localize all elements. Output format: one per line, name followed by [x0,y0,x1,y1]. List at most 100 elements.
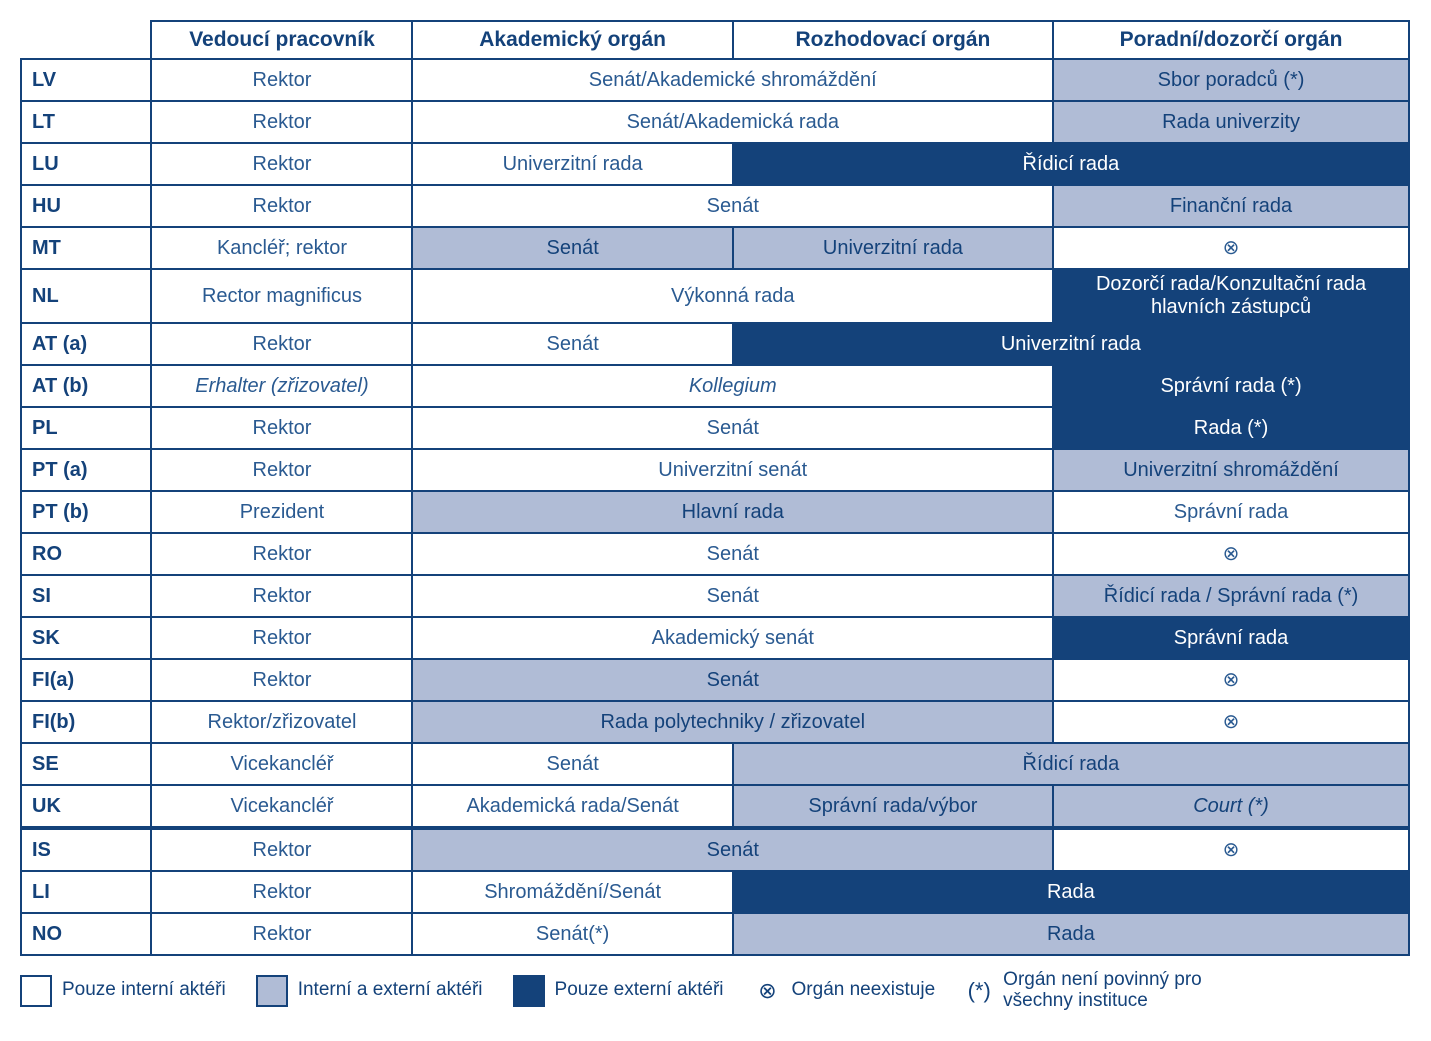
cell: Dozorčí rada/Konzultační rada hlavních z… [1053,269,1409,323]
cell: Výkonná rada [412,269,1053,323]
cell: Rada (*) [1053,407,1409,449]
cell: ⊗ [1053,533,1409,575]
table-row: LVRektorSenát/Akademické shromážděníSbor… [21,59,1409,101]
cell: Senát/Akademická rada [412,101,1053,143]
cell: Finanční rada [1053,185,1409,227]
cell: Rektor [151,871,412,913]
legend-text: Pouze externí aktéři [555,980,724,1001]
table-row: SIRektorSenátŘídicí rada / Správní rada … [21,575,1409,617]
cell: ⊗ [1053,659,1409,701]
row-code: LT [21,101,151,143]
governance-table: Vedoucí pracovník Akademický orgán Rozho… [20,20,1410,956]
row-code: MT [21,227,151,269]
legend-text: Orgán neexistuje [792,980,936,1001]
table-row: FI(a)RektorSenát⊗ [21,659,1409,701]
col-4-header: Poradní/dozorčí orgán [1053,21,1409,59]
cell: Správní rada [1053,491,1409,533]
table-row: ISRektorSenát⊗ [21,828,1409,871]
cell: Rada polytechniky / zřizovatel [412,701,1053,743]
cell: Rektor [151,101,412,143]
table-row: PT (a)RektorUniverzitní senátUniverzitní… [21,449,1409,491]
table-row: LURektorUniverzitní radaŘídicí rada [21,143,1409,185]
row-code: FI(b) [21,701,151,743]
table-row: PLRektorSenátRada (*) [21,407,1409,449]
table-row: UKVicekancléřAkademická rada/SenátSprávn… [21,785,1409,828]
legend-symbol: (*) [965,978,993,1004]
table-row: RORektorSenát⊗ [21,533,1409,575]
cell: Řídicí rada [733,143,1409,185]
governance-table-wrap: Vedoucí pracovník Akademický orgán Rozho… [20,20,1410,1012]
table-row: AT (b)Erhalter (zřizovatel)KollegiumSprá… [21,365,1409,407]
cell: Shromáždění/Senát [412,871,732,913]
row-code: FI(a) [21,659,151,701]
cell: Akademická rada/Senát [412,785,732,828]
cell: Rektor [151,533,412,575]
table-row: SEVicekancléřSenátŘídicí rada [21,743,1409,785]
cell: Univerzitní rada [733,323,1409,365]
legend-item: ⊗ Orgán neexistuje [754,978,936,1004]
legend-item: Pouze externí aktéři [513,975,724,1007]
cell: Rada univerzity [1053,101,1409,143]
table-row: NLRector magnificusVýkonná radaDozorčí r… [21,269,1409,323]
table-row: SKRektorAkademický senátSprávní rada [21,617,1409,659]
col-1-header: Vedoucí pracovník [151,21,412,59]
cell: Rektor [151,59,412,101]
cell: Senát(*) [412,913,732,955]
cell: Prezident [151,491,412,533]
cell: Správní rada/výbor [733,785,1053,828]
legend: Pouze interní aktéřiInterní a externí ak… [20,970,1410,1012]
cell: ⊗ [1053,828,1409,871]
cell: Senát [412,828,1053,871]
row-code: LI [21,871,151,913]
cell: Rektor [151,828,412,871]
cell: Rektor/zřizovatel [151,701,412,743]
cell: Akademický senát [412,617,1053,659]
legend-swatch [256,975,288,1007]
cell: Kollegium [412,365,1053,407]
table-row: FI(b)Rektor/zřizovatelRada polytechniky … [21,701,1409,743]
row-code: SK [21,617,151,659]
cell: Řídicí rada [733,743,1409,785]
row-code: NL [21,269,151,323]
legend-swatch [513,975,545,1007]
cell: Univerzitní senát [412,449,1053,491]
cell: Vicekancléř [151,785,412,828]
cell: Sbor poradců (*) [1053,59,1409,101]
row-code: AT (b) [21,365,151,407]
cell: Rektor [151,185,412,227]
cell: Vicekancléř [151,743,412,785]
row-code: IS [21,828,151,871]
row-code: NO [21,913,151,955]
cell: Rada [733,871,1409,913]
cell: Univerzitní rada [412,143,732,185]
cell: Rektor [151,913,412,955]
cell: Univerzitní shromáždění [1053,449,1409,491]
header-blank [21,21,151,59]
cell: Senát [412,533,1053,575]
cell: Rada [733,913,1409,955]
cell: Senát [412,227,732,269]
cell: Rektor [151,617,412,659]
cell: Rektor [151,323,412,365]
cell: Senát/Akademické shromáždění [412,59,1053,101]
legend-symbol: ⊗ [754,978,782,1004]
row-code: HU [21,185,151,227]
cell: Senát [412,575,1053,617]
legend-item: (*)Orgán není povinný pro všechny instit… [965,970,1203,1012]
cell: Kancléř; rektor [151,227,412,269]
table-body: LVRektorSenát/Akademické shromážděníSbor… [21,59,1409,955]
table-row: MTKancléř; rektorSenátUniverzitní rada⊗ [21,227,1409,269]
cell: Senát [412,743,732,785]
table-row: NORektorSenát(*)Rada [21,913,1409,955]
cell: Řídicí rada / Správní rada (*) [1053,575,1409,617]
cell: Senát [412,659,1053,701]
row-code: LV [21,59,151,101]
legend-item: Pouze interní aktéři [20,975,226,1007]
cell: Univerzitní rada [733,227,1053,269]
cell: Rector magnificus [151,269,412,323]
row-code: PT (b) [21,491,151,533]
row-code: AT (a) [21,323,151,365]
cell: Senát [412,185,1053,227]
cell: ⊗ [1053,227,1409,269]
cell: Rektor [151,575,412,617]
